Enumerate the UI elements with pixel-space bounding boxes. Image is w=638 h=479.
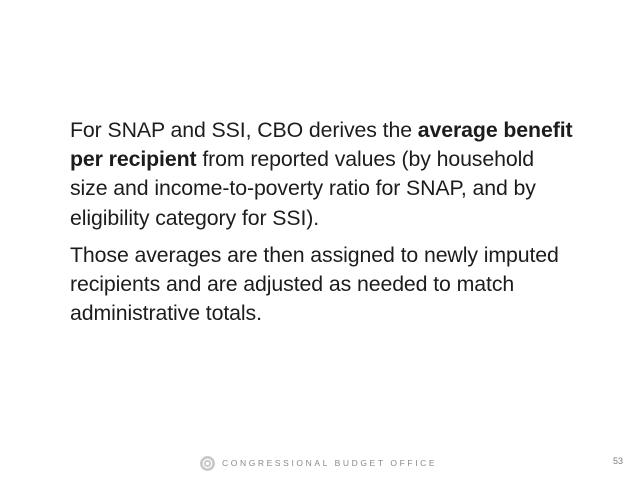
paragraph-1-emphasis: average benefit per recipient: [70, 118, 573, 172]
footer-brand: CONGRESSIONAL BUDGET OFFICE: [200, 453, 437, 473]
cbo-seal-icon: [200, 455, 215, 471]
paragraph-1-text-2: from reported values (by household size …: [70, 147, 536, 230]
paragraph-2: Those averages are then assigned to newl…: [70, 241, 575, 329]
paragraph-2-text: Those averages are then assigned to newl…: [70, 242, 559, 326]
slide-body: For SNAP and SSI, CBO derives the averag…: [70, 116, 575, 328]
paragraph-1-text-1: For SNAP and SSI, CBO derives the: [70, 118, 418, 142]
footer-organization: CONGRESSIONAL BUDGET OFFICE: [222, 458, 438, 468]
paragraph-1: For SNAP and SSI, CBO derives the averag…: [70, 116, 575, 233]
page-number: 53: [612, 456, 623, 466]
slide-footer: CONGRESSIONAL BUDGET OFFICE 53: [0, 453, 638, 473]
